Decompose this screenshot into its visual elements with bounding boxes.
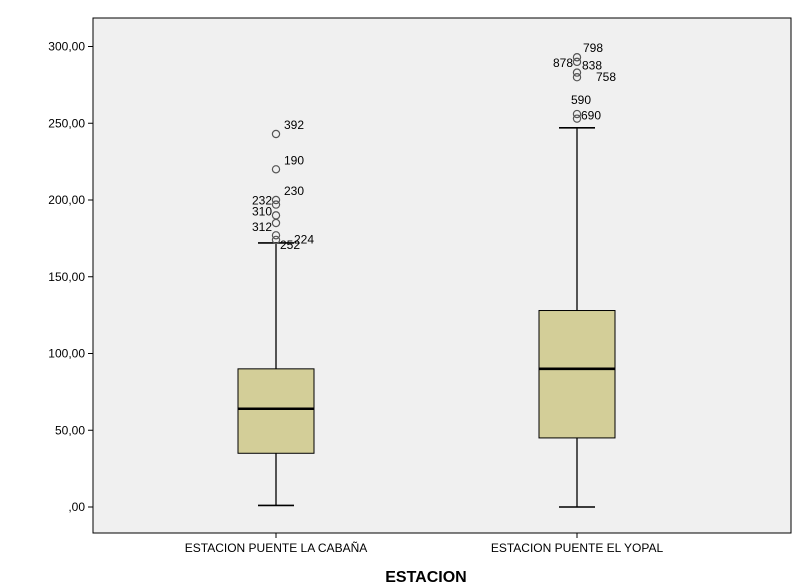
outlier-point	[572, 57, 582, 67]
x-axis: ESTACION PUENTE LA CABAÑA ESTACION PUENTE…	[185, 533, 664, 555]
outlier-label: 312	[252, 220, 272, 234]
outlier-label: 758	[596, 70, 616, 84]
outlier-point	[572, 68, 582, 77]
y-axis: ,00 50,00 100,00 150,00 200,00 250,00 300,00	[48, 40, 93, 514]
outlier-label: 190	[284, 153, 304, 167]
outlier-point	[271, 235, 281, 245]
outlier-point	[572, 114, 582, 123]
outlier-label: 232	[252, 194, 272, 208]
outlier-label: 878	[553, 56, 573, 70]
outlier-label: 224	[294, 232, 314, 246]
outlier-point	[572, 53, 582, 62]
outlier-label: 838	[582, 59, 602, 73]
outlier-label: 230	[284, 184, 304, 198]
y-tick-label: 50,00	[55, 423, 85, 437]
outlier-point	[271, 231, 281, 240]
box-iqr	[538, 310, 616, 439]
outlier-point	[271, 165, 281, 174]
outlier-label: 590	[571, 93, 591, 107]
x-category-label: ESTACION PUENTE LA CABAÑA	[185, 541, 368, 555]
y-tick-label: 200,00	[48, 193, 85, 207]
y-tick-label: 250,00	[48, 116, 85, 130]
y-tick-label: ,00	[68, 500, 85, 514]
outlier-label: 392	[284, 118, 304, 132]
outlier-point	[271, 200, 281, 209]
outlier-point	[271, 218, 281, 228]
y-tick-label: 150,00	[48, 270, 85, 284]
y-tick-label: 300,00	[48, 40, 85, 54]
x-category-label: ESTACION PUENTE EL YOPAL	[491, 541, 664, 555]
y-tick-label: 100,00	[48, 347, 85, 361]
outlier-label: 690	[581, 109, 601, 123]
outlier-point	[271, 195, 281, 205]
outlier-point	[572, 109, 582, 119]
outlier-label: 310	[252, 204, 272, 218]
plot-area	[92, 17, 792, 534]
outlier-label: 252	[280, 238, 300, 252]
x-axis-title: ESTACION	[385, 569, 466, 586]
box-iqr	[237, 368, 315, 454]
outlier-point	[271, 129, 281, 139]
outlier-label: 798	[583, 41, 603, 55]
outlier-point	[572, 72, 582, 82]
